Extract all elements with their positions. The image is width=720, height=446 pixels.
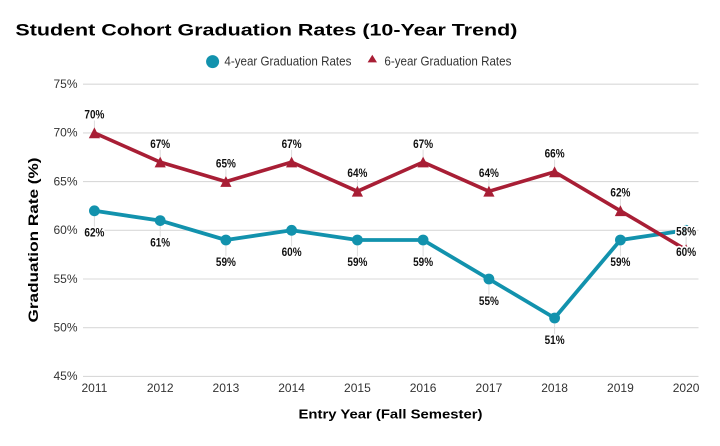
svg-text:6-year Graduation Rates: 6-year Graduation Rates — [384, 53, 511, 68]
svg-text:60%: 60% — [53, 223, 77, 237]
svg-text:75%: 75% — [53, 77, 77, 91]
svg-text:62%: 62% — [610, 186, 630, 200]
svg-text:Graduation Rate (%): Graduation Rate (%) — [25, 158, 41, 323]
svg-text:67%: 67% — [150, 137, 170, 151]
svg-text:60%: 60% — [676, 245, 696, 259]
svg-text:61%: 61% — [150, 235, 170, 249]
svg-text:60%: 60% — [282, 245, 302, 259]
svg-text:67%: 67% — [282, 137, 302, 151]
svg-text:2020: 2020 — [673, 381, 700, 395]
svg-text:65%: 65% — [53, 174, 77, 188]
svg-text:64%: 64% — [479, 166, 499, 180]
svg-text:2013: 2013 — [213, 381, 240, 395]
svg-text:51%: 51% — [545, 333, 565, 347]
svg-text:67%: 67% — [413, 137, 433, 151]
svg-text:70%: 70% — [84, 108, 104, 122]
svg-text:58%: 58% — [676, 225, 696, 239]
svg-text:70%: 70% — [53, 126, 77, 140]
svg-text:59%: 59% — [347, 255, 367, 269]
svg-text:2012: 2012 — [147, 381, 174, 395]
svg-text:66%: 66% — [545, 147, 565, 161]
svg-text:2016: 2016 — [410, 381, 437, 395]
svg-text:2015: 2015 — [344, 381, 371, 395]
svg-text:59%: 59% — [413, 255, 433, 269]
svg-text:55%: 55% — [53, 272, 77, 286]
svg-text:55%: 55% — [479, 294, 499, 308]
svg-text:59%: 59% — [216, 255, 236, 269]
svg-text:59%: 59% — [610, 255, 630, 269]
svg-text:2011: 2011 — [81, 381, 107, 395]
svg-text:Entry Year (Fall Semester): Entry Year (Fall Semester) — [299, 408, 483, 422]
svg-text:65%: 65% — [216, 156, 236, 170]
svg-text:2019: 2019 — [607, 381, 634, 395]
svg-text:2017: 2017 — [476, 381, 503, 395]
svg-text:Student Cohort Graduation Rate: Student Cohort Graduation Rates (10-Year… — [15, 21, 517, 40]
svg-text:2018: 2018 — [541, 381, 568, 395]
svg-text:64%: 64% — [347, 166, 367, 180]
svg-text:50%: 50% — [53, 321, 77, 335]
svg-text:4-year Graduation Rates: 4-year Graduation Rates — [224, 53, 351, 68]
svg-text:62%: 62% — [84, 226, 104, 240]
svg-text:45%: 45% — [53, 369, 77, 383]
svg-text:2014: 2014 — [278, 381, 305, 395]
